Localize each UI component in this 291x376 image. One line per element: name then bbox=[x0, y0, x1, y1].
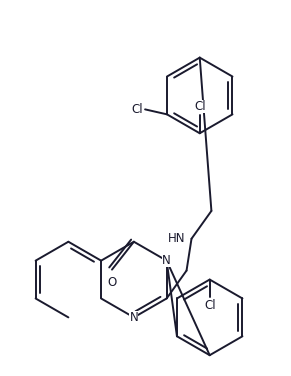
Text: N: N bbox=[162, 254, 171, 267]
Text: HN: HN bbox=[168, 232, 186, 245]
Text: Cl: Cl bbox=[132, 103, 143, 116]
Text: O: O bbox=[107, 276, 117, 288]
Text: Cl: Cl bbox=[204, 299, 216, 312]
Text: Cl: Cl bbox=[194, 100, 205, 113]
Text: N: N bbox=[129, 311, 138, 324]
